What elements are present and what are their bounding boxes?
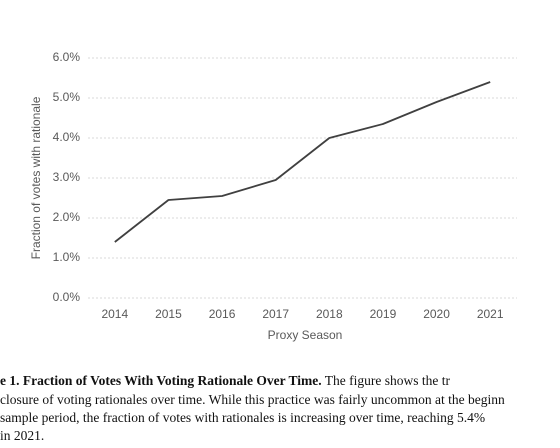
- caption-line: closure of voting rationales over time. …: [0, 392, 505, 407]
- x-tick-label: 2018: [316, 307, 343, 321]
- x-tick-label: 2019: [370, 307, 397, 321]
- x-tick-label: 2015: [155, 307, 182, 321]
- caption-line: e 1. Fraction of Votes With Voting Ratio…: [0, 373, 451, 388]
- y-axis-label: Fraction of votes with rationale: [29, 96, 43, 259]
- data-line: [114, 81, 491, 243]
- x-axis-label: Proxy Season: [268, 328, 343, 342]
- x-tick-label: 2021: [477, 307, 504, 321]
- y-tick-label: 4.0%: [53, 130, 81, 144]
- x-tick-label: 2017: [262, 307, 289, 321]
- x-tick-label: 2014: [101, 307, 128, 321]
- caption-label: e 1. Fraction of Votes With Voting Ratio…: [0, 373, 322, 388]
- y-tick-label: 1.0%: [53, 250, 81, 264]
- caption-line: in 2021.: [0, 428, 44, 443]
- y-tick-label: 6.0%: [53, 50, 81, 64]
- x-tick-label: 2020: [423, 307, 450, 321]
- y-tick-label: 5.0%: [53, 90, 81, 104]
- caption-text: The figure shows the tr: [325, 373, 451, 388]
- y-tick-label: 0.0%: [53, 290, 81, 304]
- y-tick-label: 3.0%: [53, 170, 81, 184]
- x-tick-label: 2016: [209, 307, 236, 321]
- caption-line: sample period, the fraction of votes wit…: [0, 410, 485, 425]
- y-tick-label: 2.0%: [53, 210, 81, 224]
